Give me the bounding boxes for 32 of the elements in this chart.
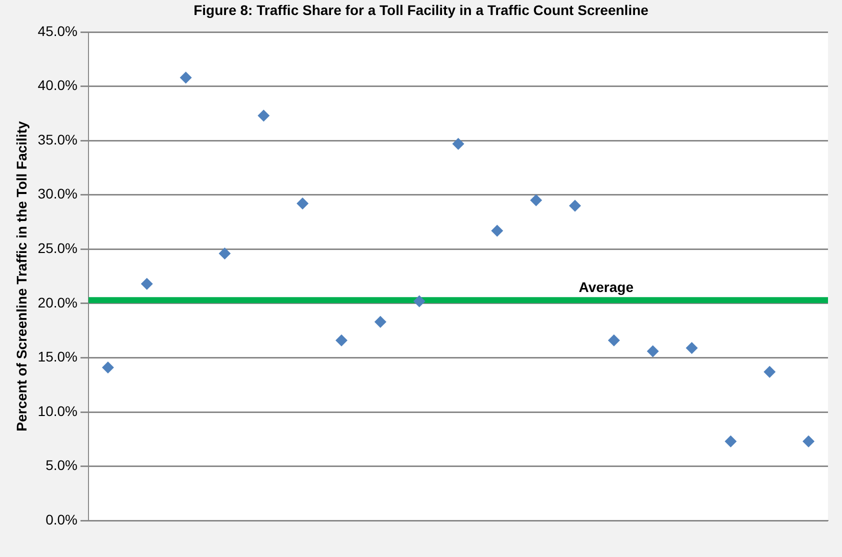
point bbox=[569, 200, 582, 212]
point bbox=[530, 194, 542, 206]
point bbox=[764, 366, 776, 378]
point bbox=[218, 248, 231, 260]
y-tick-label: 0.0% bbox=[46, 511, 78, 528]
y-tick-label: 25.0% bbox=[38, 240, 78, 256]
y-tick-label: 35.0% bbox=[38, 131, 78, 148]
point bbox=[258, 110, 270, 122]
y-tick-label: 40.0% bbox=[38, 77, 78, 94]
ref-line-label: Average bbox=[578, 279, 634, 296]
point bbox=[491, 224, 504, 237]
point bbox=[608, 334, 620, 346]
point bbox=[140, 278, 153, 290]
point bbox=[802, 435, 815, 448]
y-tick-label: 45.0% bbox=[38, 22, 78, 39]
point bbox=[452, 138, 464, 150]
point bbox=[724, 435, 737, 448]
point bbox=[296, 198, 309, 210]
point bbox=[102, 362, 114, 374]
point bbox=[686, 342, 698, 354]
y-tick-label: 30.0% bbox=[38, 186, 78, 202]
y-tick-label: 15.0% bbox=[38, 348, 78, 365]
point bbox=[180, 72, 192, 84]
point bbox=[335, 334, 348, 346]
point bbox=[374, 316, 386, 328]
point bbox=[413, 295, 426, 308]
y-tick-label: 20.0% bbox=[38, 294, 78, 310]
y-axis-title: Percent of Screenline Traffic in the Toll Facility bbox=[13, 121, 30, 432]
chart-title: Figure 8: Traffic Share for a Toll Facility in a Traffic Count Screenline bbox=[192, 1, 650, 20]
y-tick-label: 5.0% bbox=[46, 457, 78, 474]
point bbox=[646, 345, 659, 358]
y-tick-label: 10.0% bbox=[38, 402, 78, 419]
